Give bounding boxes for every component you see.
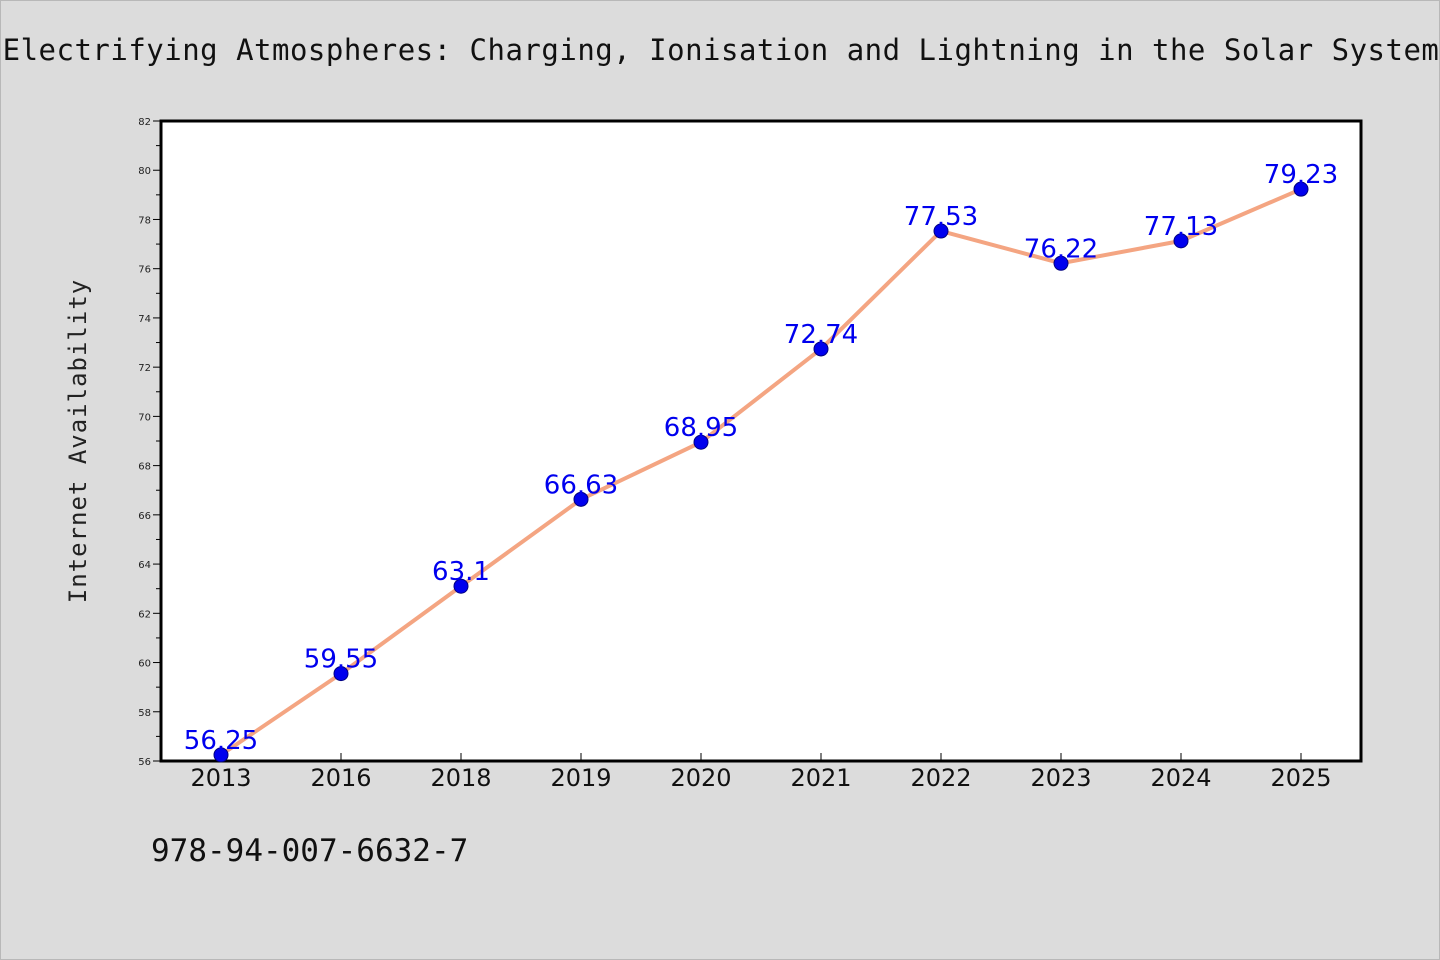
data-point xyxy=(1173,233,1189,249)
data-point xyxy=(213,747,229,763)
data-label: 68.95 xyxy=(664,413,738,443)
data-point xyxy=(573,491,589,507)
x-tick-label: 2013 xyxy=(190,764,251,792)
y-tick-label: 74 xyxy=(138,314,151,325)
series-line xyxy=(219,187,1302,757)
data-label: 76.22 xyxy=(1024,234,1098,264)
data-point xyxy=(333,666,349,682)
data-label: 77.53 xyxy=(904,202,978,232)
y-tick-label: 62 xyxy=(138,609,151,620)
x-tick-label: 2020 xyxy=(670,764,731,792)
y-tick-label: 80 xyxy=(138,166,151,177)
data-point xyxy=(813,341,829,357)
data-label: 56.25 xyxy=(184,726,258,756)
x-tick-label: 2023 xyxy=(1030,764,1091,792)
y-tick-label: 64 xyxy=(138,560,151,571)
footer-code: 978-94-007-6632-7 xyxy=(151,833,469,869)
y-tick-label: 72 xyxy=(138,363,151,374)
data-label: 63.1 xyxy=(432,557,490,587)
x-tick-label: 2018 xyxy=(430,764,491,792)
data-labels: 56.25 59.55 63.1 66.63 68.95 72.74 77.53 76.22 7… xyxy=(184,160,1338,756)
data-point xyxy=(1053,255,1069,271)
x-tick-label: 2022 xyxy=(910,764,971,792)
y-tick-label: 60 xyxy=(138,659,151,670)
data-point xyxy=(453,578,469,594)
data-point xyxy=(1293,181,1309,197)
data-label: 77.13 xyxy=(1144,212,1218,242)
y-tick-label: 66 xyxy=(138,511,151,522)
data-points xyxy=(213,181,1309,763)
y-tick-label: 68 xyxy=(138,462,151,473)
y-tick-label: 76 xyxy=(138,265,151,276)
y-tick-label: 56 xyxy=(138,757,151,768)
y-tick-label: 78 xyxy=(138,215,151,226)
x-tick-label: 2025 xyxy=(1270,764,1331,792)
y-tick-label: 70 xyxy=(138,412,151,423)
chart-title: Electrifying Atmospheres: Charging, Ioni… xyxy=(2,33,1440,67)
x-axis: 2013 2016 2018 2019 2020 2021 2022 2023 2024 2025 xyxy=(190,753,1332,792)
x-tick-label: 2016 xyxy=(310,764,371,792)
x-tick-label: 2021 xyxy=(790,764,851,792)
x-tick-label: 2024 xyxy=(1150,764,1211,792)
data-label: 59.55 xyxy=(304,645,378,675)
plot-area xyxy=(159,119,1363,763)
data-label: 72.74 xyxy=(784,320,858,350)
data-label: 79.23 xyxy=(1264,160,1338,190)
x-tick-label: 2019 xyxy=(550,764,611,792)
y-axis: 56 58 60 62 64 66 68 70 72 74 76 78 80 82 xyxy=(138,117,161,768)
y-axis-label: Internet Availability xyxy=(64,279,92,603)
y-tick-label: 58 xyxy=(138,708,151,719)
data-point xyxy=(693,434,709,450)
data-label: 66.63 xyxy=(544,470,618,500)
y-tick-label: 82 xyxy=(138,117,151,128)
data-point xyxy=(933,223,949,239)
